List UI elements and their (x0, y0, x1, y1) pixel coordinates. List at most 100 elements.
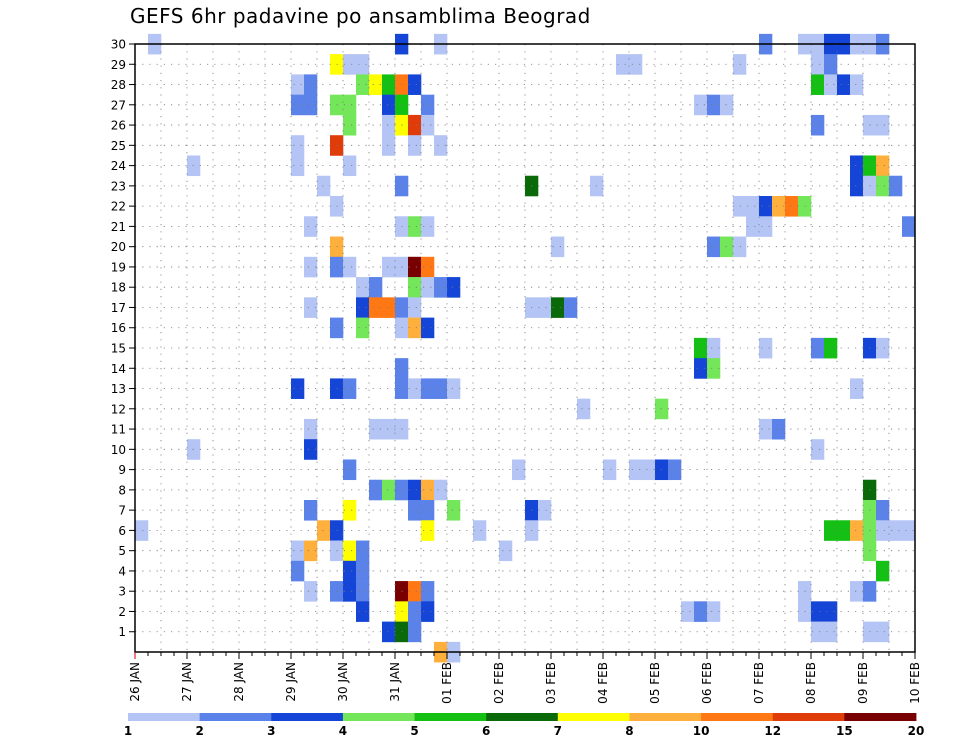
heatmap-cell (421, 520, 435, 541)
heatmap-cell (876, 337, 890, 359)
heatmap-cell (291, 540, 305, 562)
heatmap-cell (876, 500, 890, 521)
heatmap-cell (616, 54, 630, 75)
heatmap-cell (369, 479, 383, 501)
x-tick-label: 09 FEB (856, 662, 870, 704)
legend-label: 3 (267, 724, 275, 738)
heatmap-cell (499, 540, 513, 562)
heatmap-cell (369, 277, 383, 298)
y-tick-label: 28 (111, 78, 126, 92)
heatmap-cell (291, 378, 305, 399)
heatmap-cell (343, 114, 357, 136)
heatmap-cell (382, 479, 396, 501)
heatmap-cell (447, 500, 461, 521)
heatmap-cell (694, 337, 708, 359)
heatmap-cell (577, 398, 591, 420)
x-tick-label: 06 FEB (700, 662, 714, 704)
heatmap-cell (707, 358, 721, 379)
y-tick-label: 4 (118, 564, 126, 578)
legend-swatch (844, 713, 917, 721)
heatmap-cell (421, 114, 435, 136)
heatmap-cell (408, 216, 422, 237)
y-tick-label: 11 (111, 423, 126, 437)
heatmap-cell (304, 540, 318, 562)
y-tick-label: 20 (111, 240, 126, 254)
heatmap-cell (850, 74, 864, 95)
legend-label: 6 (482, 724, 490, 738)
heatmap-cell (408, 479, 422, 501)
legend-swatch (772, 713, 845, 721)
heatmap-cell (343, 54, 357, 75)
heatmap-cell (876, 621, 890, 643)
y-tick-label: 10 (111, 443, 126, 457)
heatmap-cell (811, 74, 825, 95)
y-tick-label: 25 (111, 139, 126, 153)
heatmap-cell (434, 277, 448, 298)
heatmap-cell (850, 581, 864, 602)
x-tick-label: 27 JAN (180, 662, 194, 702)
legend-swatch (414, 713, 487, 721)
heatmap-cell (356, 601, 370, 622)
heatmap-cell (304, 94, 318, 116)
heatmap-cell (408, 277, 422, 298)
heatmap-cell (707, 601, 721, 622)
heatmap-cell (538, 500, 552, 521)
legend-label: 7 (554, 724, 562, 738)
heatmap-cell (473, 520, 487, 541)
heatmap-cell (356, 317, 370, 339)
heatmap-cell (681, 601, 695, 622)
x-tick-label: 04 FEB (596, 662, 610, 704)
legend-swatch (486, 713, 559, 721)
heatmap-cell (772, 418, 786, 440)
y-tick-label: 16 (111, 321, 126, 335)
heatmap-cell (837, 520, 851, 541)
heatmap-cell (759, 216, 773, 237)
heatmap-cell (369, 418, 383, 440)
heatmap-cell (343, 94, 357, 116)
legend-label: 15 (836, 724, 853, 738)
x-tick-label: 07 FEB (752, 662, 766, 704)
y-tick-label: 26 (111, 119, 126, 133)
heatmap-cell (694, 601, 708, 622)
legend-swatch (557, 713, 630, 721)
chart-title: GEFS 6hr padavine po ansamblima Beograd (130, 4, 591, 28)
heatmap-cell (876, 560, 890, 582)
heatmap-cell (304, 297, 318, 318)
heatmap-cell (408, 601, 422, 622)
heatmap-cell (551, 236, 565, 258)
heatmap-cell (304, 418, 318, 440)
heatmap-cell (811, 337, 825, 359)
heatmap-cell (304, 216, 318, 237)
heatmap-cell (824, 520, 838, 541)
heatmap-cell (291, 135, 305, 156)
legend-label: 1 (124, 724, 132, 738)
heatmap-cell (421, 581, 435, 602)
y-tick-label: 29 (111, 58, 126, 72)
legend-swatch (199, 713, 272, 721)
heatmap-cell (707, 236, 721, 258)
y-tick-label: 13 (111, 382, 126, 396)
heatmap-cell (408, 621, 422, 643)
heatmap-cell (408, 581, 422, 602)
x-tick-label: 28 JAN (232, 662, 246, 702)
y-tick-label: 6 (118, 524, 126, 538)
heatmap-cell (759, 337, 773, 359)
y-tick-label: 27 (111, 98, 126, 112)
heatmap-cell (694, 94, 708, 116)
heatmap-cell (343, 581, 357, 602)
heatmap-cell (408, 256, 422, 278)
heatmap-cell (408, 500, 422, 521)
heatmap-cell (421, 601, 435, 622)
legend-label: 12 (764, 724, 781, 738)
heatmap-cell (889, 175, 903, 197)
x-tick-label: 08 FEB (804, 662, 818, 704)
y-tick-label: 24 (111, 159, 126, 173)
heatmap-cell (694, 358, 708, 379)
heatmap-cell (356, 297, 370, 318)
heatmap-cell (408, 297, 422, 318)
heatmap-cell (356, 581, 370, 602)
heatmap-cell (421, 94, 435, 116)
heatmap-cell (304, 581, 318, 602)
heatmap-cell (629, 459, 643, 481)
heatmap-cell (343, 560, 357, 582)
